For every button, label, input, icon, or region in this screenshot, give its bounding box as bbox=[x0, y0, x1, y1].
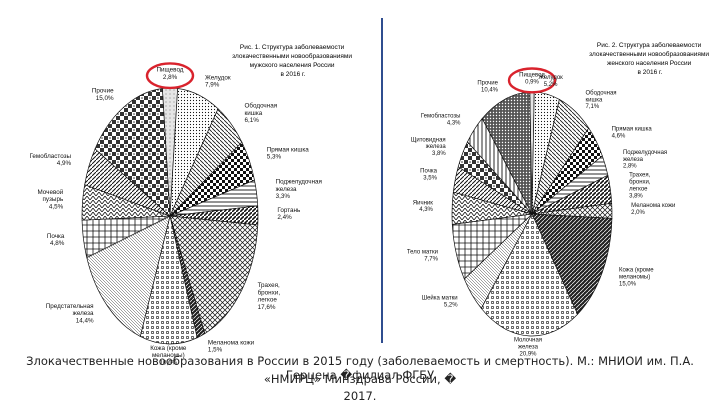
slice-value-2-8: 15,0% bbox=[619, 282, 637, 288]
source-caption-line3: 2017. bbox=[343, 389, 377, 403]
slice-label-1-9: Кожа (кроме меланомы) 10,6% bbox=[150, 345, 187, 366]
slice-value-2-15: 4,3% bbox=[447, 121, 461, 127]
highlight-circle-2 bbox=[507, 67, 557, 94]
slice-value-2-1: 0,9% bbox=[525, 79, 539, 85]
slice-value-2-5: 2,8% bbox=[623, 164, 637, 170]
slice-value-1-9: 10,6% bbox=[159, 359, 177, 366]
slice-value-1-8: 1,5% bbox=[208, 347, 223, 354]
male-incidence-pie-chart: Рис. 1. Структура заболеваемости злокаче… bbox=[29, 43, 354, 366]
slice-label-1-14: Прочие 15,0% bbox=[92, 88, 114, 102]
slice-value-2-3: 7,1% bbox=[585, 104, 599, 110]
slice-label-2-16: Прочие 10,4% bbox=[477, 81, 498, 94]
slice-label-1-2: Желудок 7,9% bbox=[205, 74, 231, 88]
slice-label-1-1: Пищевод 2,8% bbox=[157, 67, 184, 81]
slice-value-2-13: 3,5% bbox=[423, 175, 437, 181]
slice-value-1-1: 2,8% bbox=[163, 74, 178, 81]
slice-label-2-3: Ободочная кишка 7,1% bbox=[585, 90, 616, 110]
slice-label-1-8: Меланома кожи 1,5% bbox=[208, 339, 255, 353]
slice-label-1-11: Почка 4,8% bbox=[47, 233, 65, 247]
slice-label-1-5: Поджелудочная железа 3,3% bbox=[276, 179, 322, 200]
slice-value-1-14: 15,0% bbox=[96, 95, 114, 102]
slice-label-1-12: Мочевой пузырь 4,5% bbox=[37, 188, 63, 210]
pie-slice-1-10 bbox=[86, 215, 171, 337]
slice-label-2-1: Пищевод 0,9% bbox=[519, 73, 545, 86]
slice-label-2-13: Почка 3,5% bbox=[420, 168, 437, 181]
pie-slice-1-9 bbox=[139, 215, 198, 345]
slice-value-2-4: 4,6% bbox=[612, 134, 626, 140]
slice-value-2-2: 5,2% bbox=[544, 82, 558, 88]
slice-value-2-16: 10,4% bbox=[481, 88, 499, 94]
slice-value-1-4: 5,3% bbox=[267, 154, 282, 161]
slice-value-1-12: 4,5% bbox=[49, 203, 64, 210]
slice-label-2-6: Трахея, бронхи, легкое 3,8% bbox=[629, 173, 651, 200]
slice-label-2-15: Гемобластозы 4,3% bbox=[421, 114, 461, 127]
slice-label-1-10: Предстательная железа 14,4% bbox=[46, 303, 94, 324]
chart1-title: Рис. 1. Структура заболеваемости злокаче… bbox=[232, 43, 354, 78]
slice-label-2-11: Тело матки 7,7% bbox=[407, 249, 439, 262]
slice-value-1-2: 7,9% bbox=[205, 82, 220, 89]
highlight-circle-1 bbox=[145, 62, 195, 90]
source-caption-line1: Злокачественные новообразования в России… bbox=[26, 354, 694, 382]
slice-value-1-5: 3,3% bbox=[276, 193, 291, 200]
slice-value-1-3: 6,1% bbox=[245, 117, 260, 124]
slice-label-2-5: Поджелудочная железа 2,8% bbox=[623, 150, 667, 170]
slice-label-2-12: Яичник 4,3% bbox=[413, 200, 434, 213]
slice-label-2-8: Кожа (кроме меланомы) 15,0% bbox=[619, 268, 654, 288]
female-incidence-pie-chart: Рис. 2. Структура заболеваемости злокаче… bbox=[407, 41, 711, 357]
source-caption-line2: «НМИРЦ» Минздрава России, � bbox=[263, 372, 457, 386]
slice-value-2-11: 7,7% bbox=[424, 256, 438, 262]
slice-value-1-6: 2,4% bbox=[277, 214, 292, 221]
slice-value-2-6: 3,8% bbox=[629, 193, 643, 199]
slice-label-1-4: Прямая кишка 5,3% bbox=[267, 146, 310, 160]
slice-value-1-10: 14,4% bbox=[76, 317, 94, 324]
pie-slice-2-9 bbox=[480, 213, 579, 337]
slice-label-2-14: Щитовидная железа 3,8% bbox=[411, 137, 447, 157]
pie-slice-1-14 bbox=[94, 88, 171, 217]
slice-label-2-2: Желудок 5,2% bbox=[538, 75, 563, 88]
slice-label-2-10: Шейка матки 5,2% bbox=[422, 294, 459, 308]
slice-value-2-7: 2,0% bbox=[631, 210, 645, 216]
slice-value-1-11: 4,8% bbox=[50, 240, 65, 247]
slice-label-2-4: Прямая кишка 4,6% bbox=[612, 127, 653, 140]
panel-divider bbox=[381, 18, 383, 343]
slice-value-1-7: 17,6% bbox=[258, 304, 276, 311]
slice-label-2-7: Меланома кожи 2,0% bbox=[631, 203, 675, 216]
pie-slice-2-8 bbox=[531, 213, 613, 315]
pie-slice-1-7 bbox=[169, 215, 259, 335]
slice-label-1-7: Трахея, бронхи, легкое 17,6% bbox=[258, 282, 281, 311]
slice-value-2-10: 5,2% bbox=[444, 302, 458, 308]
slice-label-1-6: Гортань 2,4% bbox=[277, 207, 301, 221]
slice-value-2-14: 3,8% bbox=[432, 151, 446, 157]
slice-label-1-3: Ободочная кишка 6,1% bbox=[245, 102, 278, 124]
slice-label-1-13: Гемобластозы 4,9% bbox=[29, 152, 71, 167]
slice-value-2-9: 20,9% bbox=[520, 351, 538, 357]
slice-label-2-9: Молочная железа 20,9% bbox=[514, 337, 542, 357]
slice-value-2-12: 4,3% bbox=[419, 207, 433, 213]
slice-value-1-13: 4,9% bbox=[57, 160, 72, 167]
chart2-title: Рис. 2. Структура заболеваемости злокаче… bbox=[589, 41, 711, 76]
